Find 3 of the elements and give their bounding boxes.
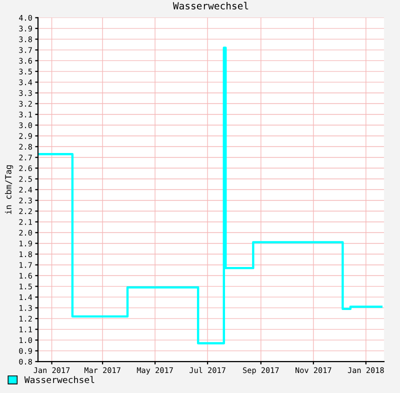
chart-title: Wasserwechsel — [172, 2, 248, 10]
y-axis-title: in cbm/Tag — [4, 165, 14, 214]
legend-label: Wasserwechsel — [24, 376, 94, 384]
